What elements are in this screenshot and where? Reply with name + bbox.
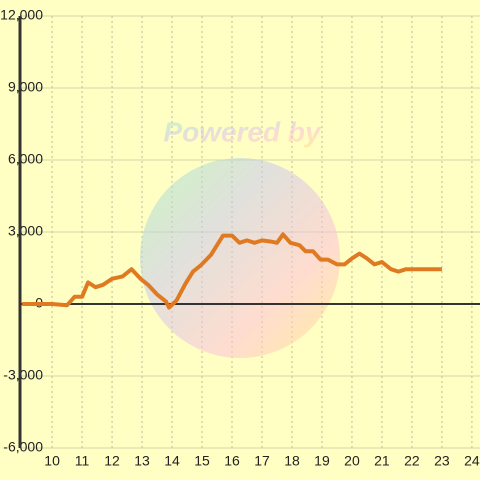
x-tick-label: 17: [254, 453, 270, 469]
x-tick-label: 14: [164, 453, 180, 469]
x-tick-label: 19: [314, 453, 330, 469]
x-tick-label: 16: [224, 453, 240, 469]
watermark-circle: [140, 158, 340, 358]
x-tick-label: 21: [374, 453, 390, 469]
data-line: [22, 232, 442, 310]
y-tick-label: -3,000: [3, 367, 43, 383]
x-tick-label: 18: [284, 453, 300, 469]
y-tick-label: 12,000: [0, 7, 43, 23]
x-tick-label: 11: [75, 453, 90, 469]
x-tick-label: 12: [104, 453, 120, 469]
y-tick-label: 9,000: [8, 79, 43, 95]
watermark: Powered by: [140, 116, 340, 358]
x-tick-label: 24: [464, 453, 480, 469]
y-tick-label: 3,000: [8, 223, 43, 239]
watermark-text: Powered by: [163, 116, 322, 147]
x-tick-label: 10: [44, 453, 60, 469]
y-tick-label: -6,000: [3, 439, 43, 455]
x-tick-label: 20: [344, 453, 360, 469]
y-tick-label: 6,000: [8, 151, 43, 167]
x-tick-label: 13: [134, 453, 150, 469]
x-tick-label: 22: [404, 453, 420, 469]
x-tick-label: 23: [434, 453, 450, 469]
x-tick-label: 15: [194, 453, 210, 469]
